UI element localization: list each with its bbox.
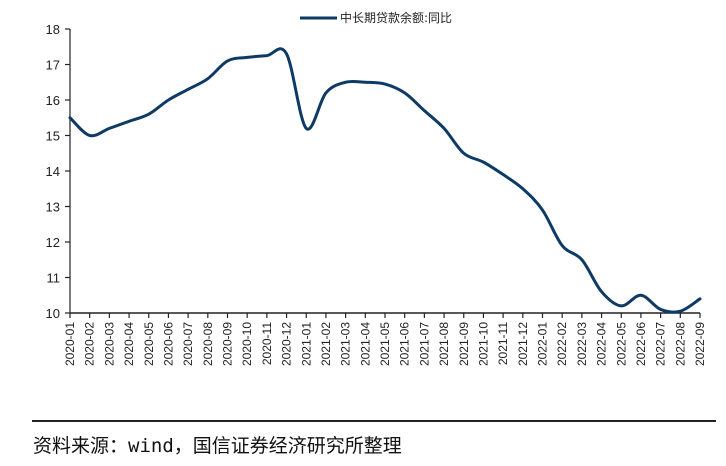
x-tick-label: 2020-11 xyxy=(260,322,274,365)
x-tick-label: 2020-10 xyxy=(240,322,254,366)
x-tick-label: 2020-08 xyxy=(201,322,215,366)
x-tick-label: 2021-08 xyxy=(437,322,451,366)
x-tick-label: 2020-06 xyxy=(161,322,175,366)
y-tick-label: 11 xyxy=(47,271,61,286)
x-tick-label: 2020-12 xyxy=(280,322,294,366)
x-tick-label: 2022-02 xyxy=(555,322,569,366)
x-tick-label: 2021-02 xyxy=(319,322,333,366)
x-tick-label: 2021-12 xyxy=(516,322,530,366)
x-tick-label: 2022-01 xyxy=(536,322,550,366)
x-tick-label: 2021-01 xyxy=(299,322,313,366)
x-tick-label: 2021-07 xyxy=(417,322,431,366)
x-tick-label: 2021-11 xyxy=(496,322,510,365)
x-tick-label: 2022-08 xyxy=(673,322,687,366)
y-tick-label: 16 xyxy=(46,93,60,108)
x-tick-label: 2021-05 xyxy=(378,322,392,366)
x-tick-label: 2020-02 xyxy=(83,322,97,366)
y-tick-label: 10 xyxy=(46,306,60,321)
x-tick-label: 2021-03 xyxy=(339,322,353,366)
x-tick-label: 2020-03 xyxy=(102,322,116,366)
x-tick-label: 2020-01 xyxy=(63,322,77,366)
y-axis: 10 11 12 13 14 15 16 17 18 xyxy=(46,22,71,321)
source-divider xyxy=(32,420,716,422)
y-tick-label: 14 xyxy=(46,164,60,179)
x-tick-label: 2022-06 xyxy=(634,322,648,366)
x-tick-label: 2021-06 xyxy=(398,322,412,366)
y-tick-label: 12 xyxy=(46,235,60,250)
source-note: 资料来源：wind，国信证券经济研究所整理 xyxy=(33,435,402,457)
x-tick-label: 2021-09 xyxy=(457,322,471,366)
x-tick-label: 2021-04 xyxy=(358,322,372,366)
x-tick-label: 2022-07 xyxy=(654,322,668,366)
x-tick-label: 2020-07 xyxy=(181,322,195,366)
y-tick-label: 18 xyxy=(46,22,60,37)
x-tick-label: 2020-04 xyxy=(122,322,136,366)
x-tick-label: 2020-05 xyxy=(142,322,156,366)
x-tick-label: 2022-05 xyxy=(614,322,628,366)
y-tick-label: 15 xyxy=(46,129,60,144)
x-tick-label: 2020-09 xyxy=(221,322,235,366)
y-tick-label: 13 xyxy=(46,200,60,215)
series-line xyxy=(68,47,702,314)
x-tick-label: 2022-04 xyxy=(595,322,609,366)
x-tick-label: 2022-09 xyxy=(693,322,707,366)
y-tick-label: 17 xyxy=(46,58,60,73)
legend-label: 中长期贷款余额:同比 xyxy=(340,10,452,25)
x-tick-label: 2021-10 xyxy=(476,322,490,366)
x-tick-label: 2022-03 xyxy=(575,322,589,366)
x-axis: 2020-01 2020-02 2020-03 2020-04 2020-05 2020-… xyxy=(63,312,707,366)
legend: 中长期贷款余额:同比 xyxy=(300,10,452,25)
